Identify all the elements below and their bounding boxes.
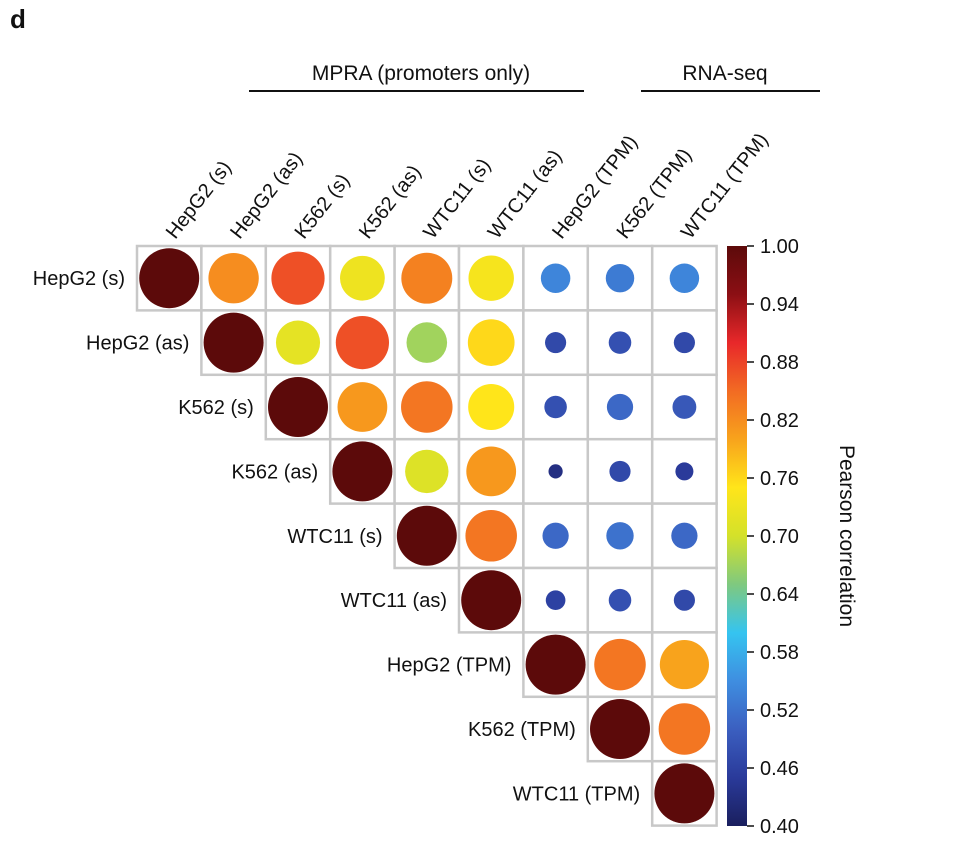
row-labels: HepG2 (s) HepG2 (as) K562 (s) K562 (as) WTC1… (33, 268, 640, 805)
correlation-circle (468, 255, 514, 301)
correlation-circle (658, 703, 711, 755)
colorbar-tick-label: 1.00 (760, 236, 799, 258)
correlation-circle (606, 522, 634, 550)
column-label: WTC11 (TPM) (677, 129, 773, 243)
colorbar-tick-label: 0.52 (760, 700, 799, 722)
row-label: HepG2 (TPM) (387, 655, 511, 677)
panel-label: d (10, 4, 26, 34)
correlation-circle (545, 590, 566, 611)
correlation-circle (406, 322, 448, 363)
correlation-circle (275, 320, 321, 365)
colorbar-tick-label: 0.46 (760, 758, 799, 780)
correlation-circle (605, 263, 635, 293)
matrix-cells (135, 244, 718, 827)
correlation-circle (468, 383, 515, 431)
correlation-circle (672, 395, 697, 419)
correlation-circle (545, 332, 567, 354)
row-label: HepG2 (as) (86, 333, 189, 355)
correlation-circle (401, 252, 453, 304)
correlation-circle (608, 588, 632, 612)
colorbar-tick-label: 0.76 (760, 468, 799, 490)
correlation-circle (608, 331, 632, 354)
column-labels: HepG2 (s)HepG2 (as)K562 (s) K562 (as)WTC1… (162, 129, 773, 243)
correlation-circle (340, 255, 385, 301)
correlation-circle (337, 382, 388, 432)
correlation-circle (673, 589, 695, 611)
row-label: HepG2 (s) (33, 268, 125, 290)
row-label: K562 (as) (231, 461, 318, 483)
group-headers: MPRA (promoters only) RNA-seq (249, 62, 820, 92)
correlation-circle (590, 699, 650, 759)
correlation-circle (467, 319, 515, 366)
colorbar-tick-label: 0.94 (760, 294, 799, 316)
column-label: HepG2 (s) (162, 157, 236, 243)
row-label: K562 (TPM) (468, 719, 576, 741)
colorbar-tick-label: 0.70 (760, 526, 799, 548)
colorbar-tick-label: 0.64 (760, 584, 799, 606)
colorbar-tick-label: 0.88 (760, 352, 799, 374)
correlation-circle (609, 460, 631, 482)
colorbar-tick-label: 0.82 (760, 410, 799, 432)
correlation-circle (671, 522, 698, 549)
matrix-cell (650, 437, 718, 505)
correlation-circle (544, 395, 567, 419)
group-label-mpra: MPRA (promoters only) (312, 62, 530, 85)
correlation-circle (332, 441, 393, 502)
row-label: WTC11 (s) (287, 526, 382, 548)
correlation-circle (335, 315, 390, 370)
correlation-circle (139, 248, 200, 309)
correlation-circle (594, 638, 646, 691)
correlation-circle (673, 332, 695, 354)
correlation-circle (208, 253, 259, 304)
group-label-rnaseq: RNA-seq (682, 62, 767, 85)
colorbar-tick-label: 0.40 (760, 816, 799, 838)
colorbar-title: Pearson correlation (835, 445, 858, 627)
correlation-circle (675, 462, 694, 481)
correlation-circle (654, 763, 715, 824)
correlation-circle (659, 640, 709, 690)
row-label: WTC11 (TPM) (513, 783, 640, 805)
colorbar-bar (727, 246, 747, 826)
row-label: WTC11 (as) (341, 590, 447, 612)
correlation-circle (465, 510, 517, 562)
correlation-circle (268, 377, 328, 437)
row-label: K562 (s) (178, 397, 254, 419)
correlation-circle (271, 251, 325, 305)
correlation-circle (669, 263, 700, 293)
column-label: K562 (s) (291, 170, 355, 243)
correlation-circle (606, 393, 634, 421)
correlation-circle (461, 570, 522, 631)
colorbar: 1.00 0.94 0.88 0.82 0.76 0.70 0.64 0.58 0.52 0.46… (727, 236, 858, 838)
correlation-circle (525, 634, 586, 695)
correlation-circle (203, 312, 264, 373)
colorbar-tick-label: 0.58 (760, 642, 799, 664)
column-label: K562 (as) (355, 161, 426, 243)
correlation-circle (542, 522, 569, 549)
correlation-circle (401, 381, 453, 433)
correlation-circle (466, 446, 517, 497)
correlation-circle (396, 505, 457, 566)
correlation-circle (540, 263, 571, 293)
correlation-circle (548, 464, 563, 479)
correlation-circle (405, 449, 449, 494)
